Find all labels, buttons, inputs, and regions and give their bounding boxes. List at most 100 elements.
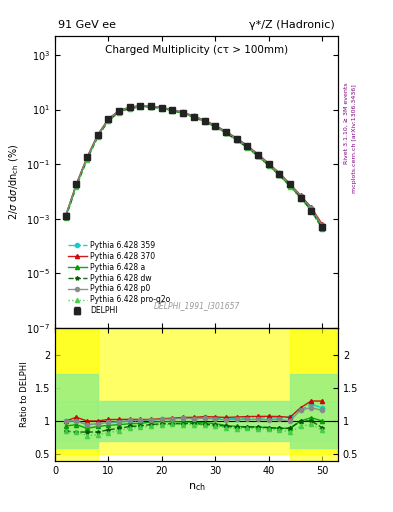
Pythia 6.428 dw bbox=[224, 130, 228, 136]
Bar bbox=[55, 401, 338, 441]
Text: γ*/Z (Hadronic): γ*/Z (Hadronic) bbox=[250, 20, 335, 30]
Pythia 6.428 a bbox=[224, 130, 228, 136]
Pythia 6.428 359 bbox=[95, 132, 100, 138]
Pythia 6.428 dw bbox=[213, 123, 218, 130]
Pythia 6.428 370 bbox=[309, 204, 314, 210]
Pythia 6.428 dw bbox=[266, 162, 271, 168]
Pythia 6.428 pro-q2o bbox=[213, 124, 218, 130]
Pythia 6.428 370 bbox=[213, 122, 218, 129]
Pythia 6.428 pro-q2o bbox=[245, 145, 250, 151]
Pythia 6.428 370 bbox=[277, 170, 282, 176]
Pythia 6.428 pro-q2o bbox=[320, 226, 324, 232]
Pythia 6.428 a bbox=[138, 103, 143, 110]
Pythia 6.428 359 bbox=[266, 160, 271, 166]
Pythia 6.428 p0 bbox=[288, 181, 292, 187]
Pythia 6.428 370 bbox=[255, 151, 260, 157]
Pythia 6.428 p0 bbox=[117, 108, 121, 114]
Pythia 6.428 370 bbox=[63, 212, 68, 219]
Pythia 6.428 pro-q2o bbox=[181, 111, 185, 117]
Pythia 6.428 370 bbox=[288, 181, 292, 187]
Pythia 6.428 370 bbox=[106, 116, 111, 122]
Pythia 6.428 370 bbox=[202, 117, 207, 123]
Pythia 6.428 pro-q2o bbox=[106, 118, 111, 124]
Line: Pythia 6.428 pro-q2o: Pythia 6.428 pro-q2o bbox=[64, 105, 324, 231]
Pythia 6.428 359 bbox=[127, 104, 132, 111]
Pythia 6.428 p0 bbox=[191, 113, 196, 119]
Pythia 6.428 370 bbox=[234, 135, 239, 141]
Pythia 6.428 a bbox=[277, 172, 282, 178]
Pythia 6.428 p0 bbox=[74, 181, 79, 187]
Pythia 6.428 359 bbox=[255, 151, 260, 157]
Pythia 6.428 370 bbox=[320, 221, 324, 227]
Pythia 6.428 pro-q2o bbox=[85, 157, 90, 163]
Text: DELPHI_1991_I301657: DELPHI_1991_I301657 bbox=[153, 302, 240, 310]
Pythia 6.428 pro-q2o bbox=[288, 184, 292, 190]
Line: Pythia 6.428 359: Pythia 6.428 359 bbox=[64, 104, 324, 227]
Pythia 6.428 a bbox=[245, 144, 250, 151]
Pythia 6.428 370 bbox=[138, 102, 143, 109]
Pythia 6.428 370 bbox=[191, 113, 196, 119]
Pythia 6.428 p0 bbox=[255, 152, 260, 158]
Bar bbox=[55, 322, 338, 454]
Pythia 6.428 359 bbox=[224, 129, 228, 135]
Pythia 6.428 a bbox=[127, 105, 132, 111]
Pythia 6.428 370 bbox=[224, 129, 228, 135]
Pythia 6.428 359 bbox=[277, 170, 282, 176]
Pythia 6.428 dw bbox=[234, 137, 239, 143]
Pythia 6.428 370 bbox=[127, 104, 132, 110]
Pythia 6.428 p0 bbox=[234, 136, 239, 142]
Pythia 6.428 p0 bbox=[149, 103, 154, 110]
Pythia 6.428 a bbox=[288, 183, 292, 189]
Pythia 6.428 a bbox=[74, 182, 79, 188]
Pythia 6.428 dw bbox=[202, 119, 207, 125]
Pythia 6.428 pro-q2o bbox=[191, 114, 196, 120]
Pythia 6.428 pro-q2o bbox=[160, 105, 164, 112]
Pythia 6.428 a bbox=[106, 117, 111, 123]
Pythia 6.428 pro-q2o bbox=[298, 196, 303, 202]
Pythia 6.428 p0 bbox=[245, 143, 250, 149]
Line: Pythia 6.428 dw: Pythia 6.428 dw bbox=[64, 105, 324, 230]
Pythia 6.428 p0 bbox=[85, 155, 90, 161]
Pythia 6.428 370 bbox=[266, 160, 271, 166]
Pythia 6.428 359 bbox=[213, 122, 218, 129]
Pythia 6.428 dw bbox=[117, 109, 121, 115]
Pythia 6.428 dw bbox=[138, 104, 143, 110]
Pythia 6.428 a bbox=[181, 110, 185, 116]
Pythia 6.428 pro-q2o bbox=[309, 208, 314, 214]
Text: Rivet 3.1.10, ≥ 3M events: Rivet 3.1.10, ≥ 3M events bbox=[344, 82, 349, 164]
Y-axis label: Ratio to DELPHI: Ratio to DELPHI bbox=[20, 361, 29, 427]
Text: Charged Multiplicity (cτ > 100mm): Charged Multiplicity (cτ > 100mm) bbox=[105, 45, 288, 55]
Pythia 6.428 370 bbox=[245, 142, 250, 148]
Pythia 6.428 p0 bbox=[202, 117, 207, 123]
Pythia 6.428 a bbox=[63, 214, 68, 220]
Pythia 6.428 a bbox=[234, 137, 239, 143]
Pythia 6.428 pro-q2o bbox=[170, 108, 175, 114]
Pythia 6.428 359 bbox=[138, 103, 143, 109]
Pythia 6.428 dw bbox=[106, 118, 111, 124]
Pythia 6.428 p0 bbox=[127, 104, 132, 111]
Pythia 6.428 359 bbox=[63, 212, 68, 219]
Pythia 6.428 dw bbox=[85, 156, 90, 162]
Pythia 6.428 359 bbox=[149, 103, 154, 110]
Pythia 6.428 a bbox=[85, 156, 90, 162]
Pythia 6.428 359 bbox=[245, 143, 250, 149]
Pythia 6.428 370 bbox=[85, 154, 90, 160]
Pythia 6.428 dw bbox=[309, 207, 314, 214]
Pythia 6.428 370 bbox=[170, 106, 175, 113]
Pythia 6.428 dw bbox=[255, 153, 260, 159]
Pythia 6.428 p0 bbox=[181, 110, 185, 116]
Pythia 6.428 a bbox=[95, 133, 100, 139]
Pythia 6.428 359 bbox=[288, 181, 292, 187]
Line: Pythia 6.428 a: Pythia 6.428 a bbox=[64, 104, 324, 229]
Text: 91 GeV ee: 91 GeV ee bbox=[58, 20, 116, 30]
Pythia 6.428 a bbox=[117, 109, 121, 115]
Pythia 6.428 370 bbox=[117, 108, 121, 114]
Pythia 6.428 370 bbox=[160, 104, 164, 111]
Pythia 6.428 359 bbox=[181, 110, 185, 116]
Pythia 6.428 370 bbox=[298, 193, 303, 199]
Pythia 6.428 a bbox=[160, 105, 164, 111]
Pythia 6.428 a bbox=[320, 224, 324, 230]
Text: mcplots.cern.ch [arXiv:1306.3436]: mcplots.cern.ch [arXiv:1306.3436] bbox=[352, 84, 357, 193]
Pythia 6.428 dw bbox=[170, 108, 175, 114]
Pythia 6.428 pro-q2o bbox=[149, 104, 154, 111]
